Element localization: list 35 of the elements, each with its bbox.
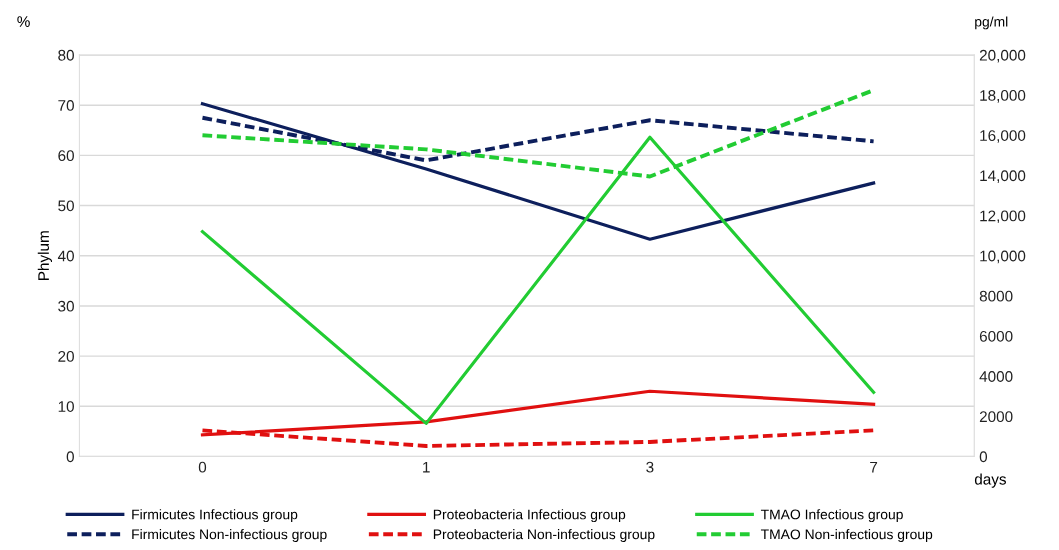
legend-label: Firmicutes Non-infectious group <box>132 529 327 542</box>
x-tick-label: 3 <box>646 461 654 473</box>
legend-label: Proteobacteria Infectious group <box>433 509 626 523</box>
legend-label: TMAO Infectious group <box>760 509 903 523</box>
y2-tick-label: 6000 <box>979 330 1013 342</box>
y-tick-label: 70 <box>58 100 74 111</box>
legend-label: Firmicutes Infectious group <box>132 509 298 523</box>
legend-label: TMAO Non-infectious group <box>760 529 933 542</box>
y2-tick-label: 12,000 <box>980 210 1026 224</box>
y2-tick-label: 10,000 <box>980 250 1026 264</box>
y-tick-label: 50 <box>58 200 74 212</box>
y2-tick-label: 16,000 <box>980 130 1026 143</box>
y-tick-label: 80 <box>58 49 74 61</box>
y-tick-label: 30 <box>58 300 74 312</box>
y-axis-title: Phylum <box>37 231 53 280</box>
y-tick-label: 0 <box>66 451 74 463</box>
x-tick-label: 1 <box>423 461 430 473</box>
y-tick-label: 10 <box>58 401 74 412</box>
y2-tick-label: 20,000 <box>979 49 1026 63</box>
text: % <box>17 16 30 27</box>
y2-tick-label: 0 <box>979 451 988 463</box>
x-axis-title: days <box>974 473 1006 488</box>
y2-tick-label: 14,000 <box>980 170 1026 183</box>
y2-tick-label: 4000 <box>979 371 1013 382</box>
y2-tick-label: 8000 <box>979 290 1013 302</box>
y-tick-label: 60 <box>58 150 74 162</box>
legend-label: Proteobacteria Non-infectious group <box>433 529 655 542</box>
y2-tick-label: 18,000 <box>980 90 1026 103</box>
x-tick-label: 0 <box>198 461 207 473</box>
y2-axis-title: pg/ml <box>975 16 1008 30</box>
y2-tick-label: 2000 <box>979 411 1013 423</box>
x-tick-label: 7 <box>870 461 878 473</box>
y-tick-label: 40 <box>57 250 74 262</box>
line-series <box>200 102 876 241</box>
y-tick-label: 20 <box>58 350 74 362</box>
